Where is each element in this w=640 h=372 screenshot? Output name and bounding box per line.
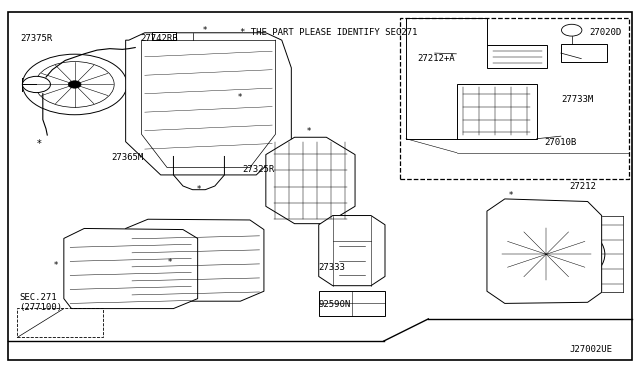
Bar — [135, 43, 159, 52]
Text: *: * — [37, 138, 42, 148]
Text: *: * — [203, 26, 207, 35]
Text: 27733M: 27733M — [561, 95, 593, 104]
Bar — [487, 45, 547, 68]
Text: 27020D: 27020D — [589, 28, 621, 37]
Text: 27333: 27333 — [319, 263, 346, 272]
Bar — [17, 308, 103, 337]
Text: J27002UE: J27002UE — [570, 345, 612, 354]
Text: *: * — [307, 127, 311, 136]
Polygon shape — [487, 199, 602, 304]
Text: 27212+A: 27212+A — [417, 54, 454, 63]
Text: *: * — [53, 261, 58, 270]
Polygon shape — [64, 228, 198, 309]
Bar — [457, 84, 537, 139]
Bar — [319, 291, 385, 316]
Polygon shape — [319, 215, 385, 286]
Circle shape — [22, 54, 127, 115]
Circle shape — [68, 81, 81, 88]
Text: *: * — [197, 185, 201, 194]
Text: 92590N: 92590N — [319, 300, 351, 310]
Circle shape — [540, 251, 552, 258]
Text: *: * — [509, 191, 513, 200]
Text: 27375R: 27375R — [20, 34, 52, 43]
Text: 27212: 27212 — [570, 182, 596, 191]
Bar — [152, 32, 176, 40]
Text: 27325R: 27325R — [243, 165, 275, 174]
Polygon shape — [125, 33, 291, 175]
Text: *: * — [168, 258, 172, 267]
Text: 27742RB: 27742RB — [140, 34, 178, 43]
Text: 27010B: 27010B — [544, 138, 577, 147]
Text: SEC.271
(277100): SEC.271 (277100) — [19, 293, 62, 312]
Text: * THE PART PLEASE IDENTIFY SEC271: * THE PART PLEASE IDENTIFY SEC271 — [241, 28, 418, 37]
Circle shape — [488, 220, 605, 288]
Circle shape — [22, 76, 51, 93]
Text: *: * — [238, 93, 243, 102]
Bar — [561, 44, 607, 62]
Text: 27365M: 27365M — [111, 153, 143, 162]
Polygon shape — [266, 137, 355, 224]
Polygon shape — [125, 219, 264, 301]
